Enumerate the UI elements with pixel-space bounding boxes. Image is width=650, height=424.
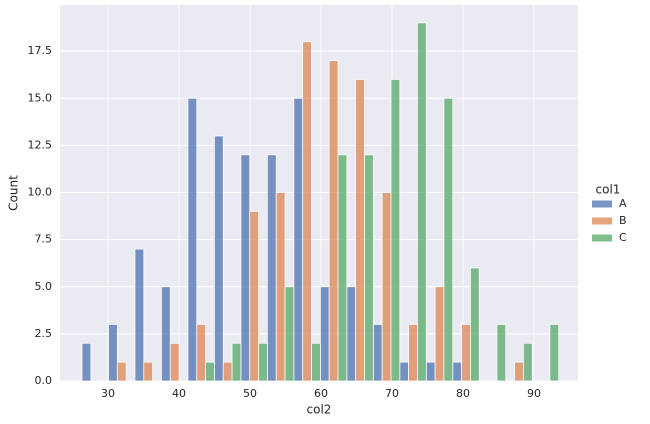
bar <box>161 286 171 382</box>
bar <box>425 361 436 382</box>
bar <box>514 361 524 382</box>
bar <box>364 154 374 382</box>
legend-label: B <box>619 214 627 227</box>
bar <box>434 286 445 382</box>
legend-swatch <box>592 234 612 242</box>
bar <box>355 79 365 382</box>
bar <box>187 97 198 382</box>
bar <box>222 361 233 382</box>
bar <box>143 361 154 382</box>
bar <box>496 324 507 382</box>
bar <box>390 79 401 382</box>
bar <box>523 342 533 382</box>
bar <box>417 22 427 382</box>
bar <box>408 324 418 382</box>
y-tick-label: 2.5 <box>35 327 53 340</box>
bar <box>470 267 480 382</box>
bar <box>205 361 215 382</box>
bar <box>231 342 242 382</box>
bar <box>214 135 224 382</box>
legend-title: col1 <box>596 183 621 197</box>
bar <box>240 154 251 382</box>
bar <box>108 324 118 382</box>
bar <box>116 361 127 382</box>
y-tick-label: 10.0 <box>28 186 53 199</box>
bar <box>461 324 471 382</box>
x-axis-label: col2 <box>307 403 332 417</box>
x-tick-label: 50 <box>243 387 257 400</box>
bar <box>302 41 312 382</box>
bar <box>319 286 330 382</box>
legend-swatch <box>592 217 612 225</box>
y-tick-label: 7.5 <box>35 233 53 246</box>
bar <box>452 361 462 382</box>
x-tick-label: 70 <box>385 387 399 400</box>
bar <box>399 361 409 382</box>
bar <box>258 342 268 382</box>
x-tick-label: 60 <box>314 387 328 400</box>
bar <box>372 324 383 382</box>
y-tick-label: 0.0 <box>35 374 53 387</box>
bar <box>328 60 339 382</box>
bar <box>196 324 206 382</box>
y-tick-label: 15.0 <box>28 91 53 104</box>
bar <box>443 97 454 382</box>
x-tick-label: 30 <box>101 387 115 400</box>
bar <box>284 286 295 382</box>
bar <box>275 192 286 382</box>
y-tick-label: 17.5 <box>28 44 53 57</box>
bar <box>249 211 259 382</box>
bar <box>311 342 321 382</box>
legend-label: C <box>619 231 627 244</box>
legend-swatch <box>592 200 612 208</box>
bar <box>81 342 92 382</box>
bar <box>293 97 304 382</box>
x-tick-label: 80 <box>456 387 470 400</box>
y-axis-label: Count <box>7 175 21 211</box>
y-tick-label: 12.5 <box>28 138 53 151</box>
bar <box>549 324 560 382</box>
bar <box>169 342 180 382</box>
bar <box>134 248 145 382</box>
x-tick-label: 40 <box>172 387 186 400</box>
bar <box>267 154 277 382</box>
bar <box>346 286 357 382</box>
bar <box>381 192 392 382</box>
y-tick-label: 5.0 <box>35 280 53 293</box>
x-tick-label: 90 <box>527 387 541 400</box>
legend-label: A <box>619 197 627 210</box>
bar <box>337 154 348 382</box>
